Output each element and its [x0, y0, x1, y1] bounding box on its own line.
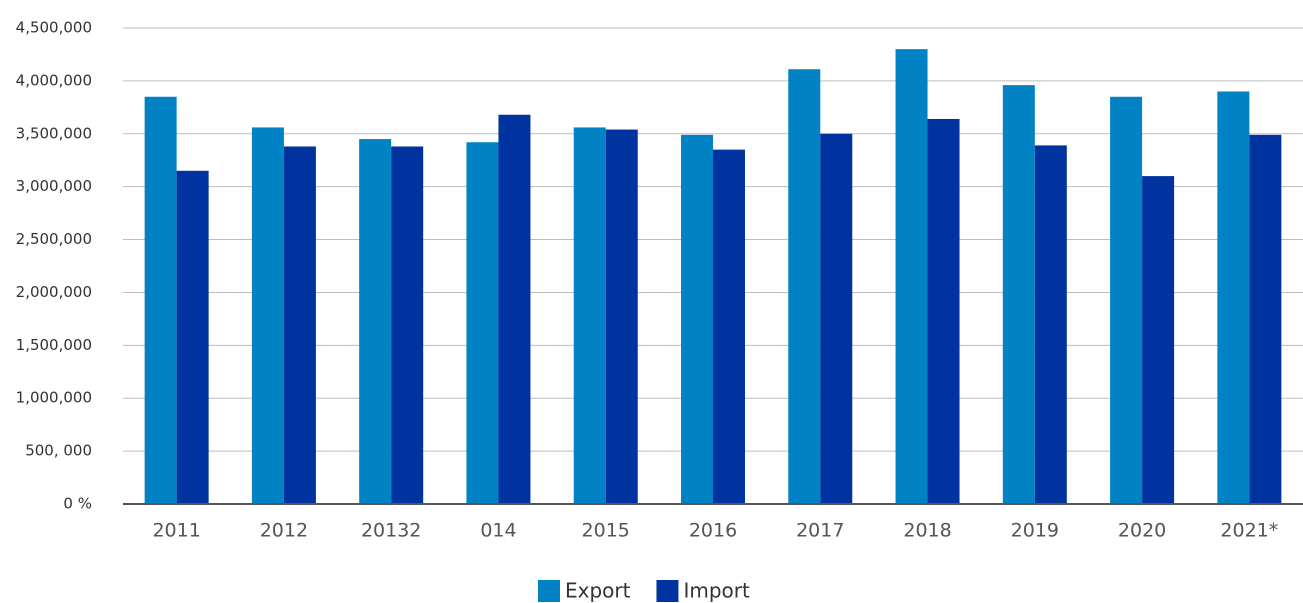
x-tick-label: 2021*	[1220, 520, 1278, 542]
bar	[788, 69, 821, 505]
bar	[927, 118, 960, 505]
legend-swatch	[656, 580, 679, 602]
bar	[466, 142, 499, 505]
x-tick-label: 2012	[260, 520, 308, 542]
y-tick-label: 2,500,000	[16, 230, 92, 248]
bar	[1249, 134, 1282, 504]
bar	[251, 127, 284, 504]
x-tick-label: 20132	[361, 520, 421, 542]
bar	[681, 134, 713, 504]
y-tick-label: 0 %	[63, 495, 92, 513]
legend-label: Export	[565, 579, 631, 603]
bar	[1142, 176, 1175, 505]
y-tick-label: 2,000,000	[16, 283, 92, 301]
x-tick-label: 2020	[1118, 520, 1166, 542]
bar	[498, 114, 531, 504]
bar	[144, 96, 177, 504]
bar	[176, 170, 209, 505]
legend-swatch	[538, 580, 560, 602]
bar	[573, 127, 606, 504]
y-tick-label: 500, 000	[25, 442, 92, 460]
bar	[895, 49, 928, 505]
y-tick-label: 1,500,000	[16, 336, 92, 354]
y-tick-label: 3,000,000	[16, 177, 92, 195]
bar	[820, 133, 853, 504]
x-tick-label: 014	[480, 520, 516, 542]
bar	[359, 139, 392, 505]
x-tick-label: 2015	[582, 520, 630, 542]
legend-label: Import	[683, 579, 750, 603]
bar	[283, 146, 316, 504]
bar	[605, 129, 638, 504]
x-tick-label: 2011	[152, 520, 200, 542]
bar	[1002, 85, 1035, 505]
y-tick-label: 1,000,000	[16, 389, 92, 407]
x-tick-label: 2018	[903, 520, 951, 542]
bar	[713, 149, 745, 504]
x-tick-label: 2017	[796, 520, 844, 542]
y-tick-label: 3,500,000	[16, 124, 92, 142]
x-tick-label: 2019	[1011, 520, 1059, 542]
bar	[1110, 96, 1143, 504]
y-tick-label: 4,500,000	[16, 19, 92, 37]
bar	[391, 146, 424, 504]
bar	[1217, 91, 1250, 504]
y-tick-label: 4,000,000	[16, 71, 92, 89]
x-tick-label: 2016	[689, 520, 737, 542]
bar	[1034, 145, 1067, 504]
